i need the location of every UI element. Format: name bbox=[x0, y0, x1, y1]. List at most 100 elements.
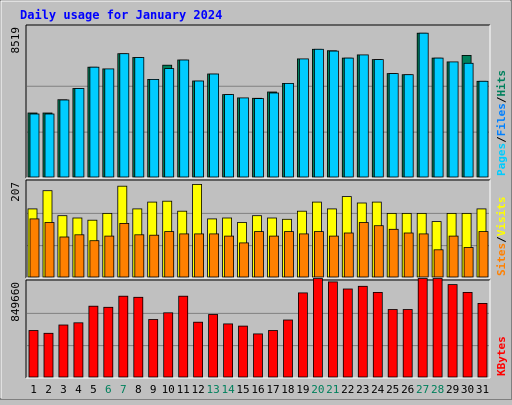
legend-separator: / bbox=[495, 136, 508, 143]
bar-files-day-14 bbox=[224, 94, 235, 178]
day-label: 2 bbox=[45, 383, 52, 396]
bar-kbytes-day-2 bbox=[43, 332, 54, 378]
bar-files-day-21 bbox=[328, 50, 339, 178]
bar-kbytes-day-28 bbox=[432, 278, 443, 378]
bar-sites-day-22 bbox=[343, 232, 354, 278]
day-label: 4 bbox=[75, 383, 82, 396]
bar-sites-day-4 bbox=[74, 234, 85, 278]
legend: Sites/Visits bbox=[495, 197, 508, 277]
bar-kbytes-day-11 bbox=[178, 295, 189, 378]
bar-kbytes-day-5 bbox=[88, 305, 99, 378]
day-label: 27 bbox=[416, 383, 429, 396]
bar-files-day-3 bbox=[59, 99, 70, 178]
bar-files-day-20 bbox=[313, 48, 324, 178]
legend-entry-pages: Pages bbox=[495, 143, 508, 176]
day-label: 24 bbox=[371, 383, 385, 396]
bar-files-day-12 bbox=[194, 80, 205, 178]
bar-files-day-6 bbox=[104, 68, 115, 178]
day-label: 20 bbox=[311, 383, 324, 396]
bar-sites-day-7 bbox=[119, 222, 130, 278]
day-label: 26 bbox=[401, 383, 414, 396]
bar-sites-day-19 bbox=[298, 233, 309, 278]
day-label: 29 bbox=[446, 383, 459, 396]
bar-sites-day-10 bbox=[164, 231, 175, 278]
legend-entry-sites: Sites bbox=[495, 243, 508, 276]
bar-kbytes-day-19 bbox=[297, 292, 308, 378]
bar-kbytes-day-31 bbox=[477, 302, 488, 378]
day-label: 8 bbox=[135, 383, 142, 396]
bar-kbytes-day-17 bbox=[268, 330, 278, 378]
bar-sites-day-25 bbox=[388, 228, 399, 278]
bar-sites-day-9 bbox=[149, 234, 160, 278]
bar-files-day-4 bbox=[74, 88, 85, 178]
bar-files-day-15 bbox=[239, 97, 249, 178]
bar-files-day-9 bbox=[149, 79, 160, 178]
day-label: 16 bbox=[251, 383, 264, 396]
day-label: 1 bbox=[30, 383, 37, 396]
day-label: 18 bbox=[281, 383, 294, 396]
legend-separator: / bbox=[495, 236, 508, 243]
bar-kbytes-day-14 bbox=[223, 323, 234, 378]
axis-max-label: 8519 bbox=[9, 27, 22, 54]
chart-title: Daily usage for January 2024 bbox=[20, 8, 222, 22]
bar-files-day-29 bbox=[448, 61, 459, 178]
panel-bottom: 849660 KBytes bbox=[9, 278, 508, 379]
bar-files-day-18 bbox=[284, 83, 294, 178]
bar-kbytes-day-12 bbox=[193, 321, 204, 378]
bar-files-day-1 bbox=[29, 113, 40, 178]
panel-middle: 207 Sites/Visits bbox=[9, 179, 508, 279]
bar-kbytes-day-3 bbox=[58, 324, 69, 378]
day-label: 22 bbox=[341, 383, 354, 396]
bar-files-day-23 bbox=[358, 54, 369, 178]
bar-kbytes-day-25 bbox=[387, 309, 398, 378]
legend-separator: / bbox=[495, 96, 508, 103]
day-label: 7 bbox=[120, 383, 127, 396]
bar-kbytes-day-15 bbox=[238, 325, 248, 378]
bar-kbytes-day-6 bbox=[103, 306, 114, 378]
bar-kbytes-day-4 bbox=[73, 322, 84, 378]
bar-files-day-28 bbox=[433, 57, 444, 178]
day-label: 17 bbox=[266, 383, 279, 396]
bar-sites-day-28 bbox=[433, 249, 444, 278]
bar-sites-day-2 bbox=[44, 222, 55, 278]
bar-kbytes-day-29 bbox=[447, 284, 458, 378]
bar-files-day-24 bbox=[373, 59, 384, 178]
panels: 8519 Pages/Files/Hits 207Sites/Visits84966… bbox=[9, 24, 508, 379]
day-label: 23 bbox=[356, 383, 369, 396]
bar-kbytes-day-26 bbox=[402, 309, 413, 378]
bar-kbytes-day-22 bbox=[342, 288, 353, 378]
bar-files-day-31 bbox=[478, 80, 489, 178]
day-label: 14 bbox=[221, 383, 235, 396]
day-label: 3 bbox=[60, 383, 67, 396]
bar-files-day-16 bbox=[254, 98, 264, 178]
day-label: 10 bbox=[162, 383, 175, 396]
day-label: 28 bbox=[431, 383, 444, 396]
bar-sites-day-21 bbox=[328, 235, 339, 278]
bar-sites-day-17 bbox=[269, 235, 279, 278]
bar-sites-day-18 bbox=[284, 231, 294, 278]
bar-files-day-11 bbox=[179, 59, 190, 178]
legend: Pages/Files/Hits bbox=[495, 70, 508, 176]
bar-files-day-27 bbox=[418, 32, 429, 178]
day-label: 30 bbox=[461, 383, 474, 396]
bar-sites-day-12 bbox=[194, 233, 205, 278]
bar-sites-day-5 bbox=[89, 240, 100, 278]
bar-files-day-26 bbox=[403, 74, 414, 178]
day-label: 5 bbox=[90, 383, 97, 396]
bar-files-day-7 bbox=[119, 53, 130, 178]
legend-entry-visits: Visits bbox=[495, 197, 508, 237]
bar-sites-day-24 bbox=[373, 225, 384, 278]
bar-files-day-13 bbox=[209, 73, 220, 178]
bar-sites-day-30 bbox=[463, 247, 474, 278]
bar-sites-day-31 bbox=[478, 231, 489, 278]
day-label: 21 bbox=[326, 383, 339, 396]
day-label: 15 bbox=[236, 383, 249, 396]
bar-files-day-19 bbox=[298, 58, 309, 178]
day-label: 11 bbox=[177, 383, 190, 396]
bar-kbytes-day-7 bbox=[118, 295, 129, 378]
day-label: 13 bbox=[206, 383, 219, 396]
bar-kbytes-day-24 bbox=[372, 291, 383, 378]
day-label: 25 bbox=[386, 383, 399, 396]
legend-entry-files: Files bbox=[495, 103, 508, 136]
